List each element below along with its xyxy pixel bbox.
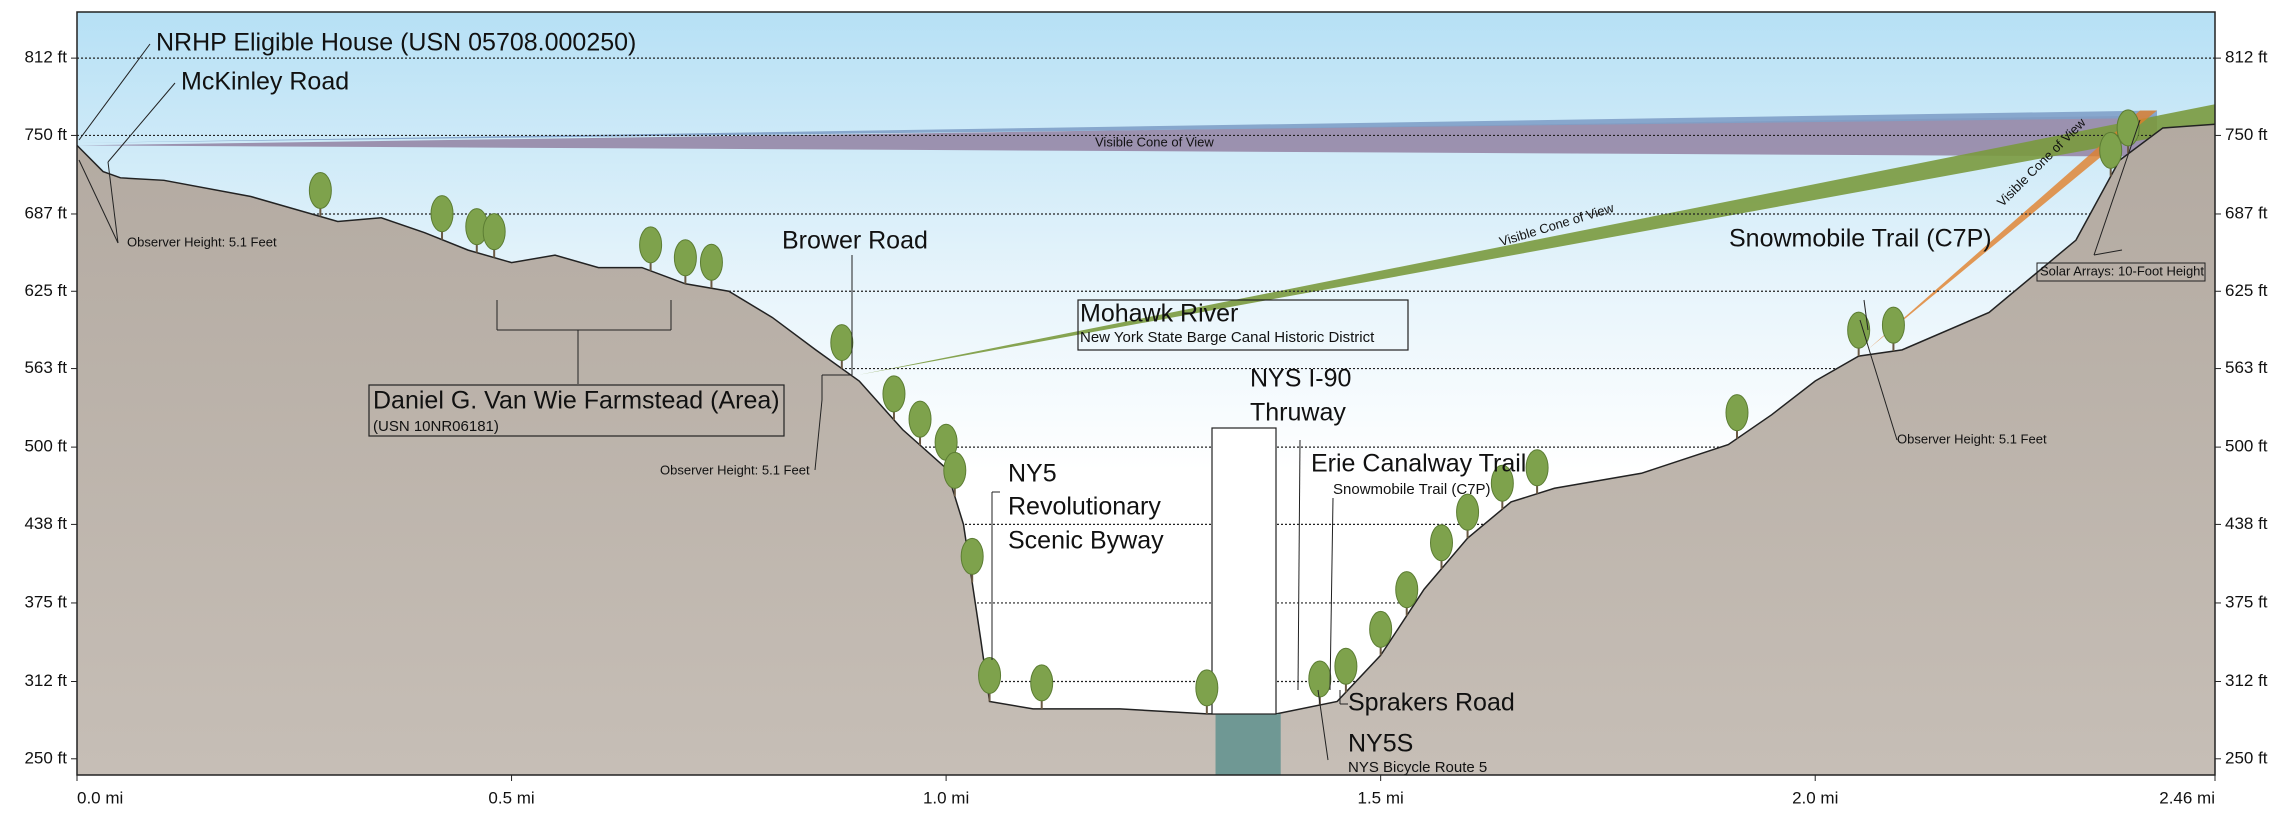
tree-crown (909, 401, 931, 437)
chart: NRHP Eligible House (USN 05708.000250) Mc… (0, 0, 2285, 814)
thruway-box (1212, 428, 1276, 714)
tree-crown (831, 325, 853, 361)
annotation: Observer Height: 5.1 Feet (127, 234, 277, 249)
y-tick-label: 312 ft (24, 671, 67, 690)
y-tick-label: 250 ft (24, 748, 67, 767)
annotation: Sprakers Road (1348, 689, 1515, 717)
y-tick-label: 687 ft (2225, 203, 2268, 222)
annotation: Revolutionary (1008, 493, 1161, 521)
tree-crown (944, 452, 966, 488)
annotation: McKinley Road (181, 68, 349, 96)
tree-crown (1882, 307, 1904, 343)
annotation: Observer Height: 5.1 Feet (1897, 431, 2047, 446)
tree-crown (431, 196, 453, 232)
annotation: Snowmobile Trail (C7P) (1333, 481, 1491, 498)
annotation: Scenic Byway (1008, 527, 1164, 555)
y-tick-label: 438 ft (24, 514, 67, 533)
x-tick-label: 0.5 mi (488, 788, 534, 807)
tree-crown (2117, 110, 2139, 146)
y-tick-label: 375 ft (24, 592, 67, 611)
y-tick-label: 812 ft (2225, 48, 2268, 67)
y-tick-label: 750 ft (24, 125, 67, 144)
annotation: New York State Barge Canal Historic Dist… (1080, 329, 1375, 346)
y-tick-label: 312 ft (2225, 671, 2268, 690)
annotation: NY5 (1008, 460, 1057, 488)
y-tick-label: 625 ft (2225, 281, 2268, 300)
tree-crown (1726, 395, 1748, 431)
tree-crown (1335, 648, 1357, 684)
x-tick-label: 1.5 mi (1358, 788, 1404, 807)
y-tick-label: 500 ft (24, 437, 67, 456)
river (1216, 714, 1281, 775)
annotation: NYS I-90 (1250, 365, 1351, 393)
y-tick-label: 812 ft (24, 48, 67, 67)
tree-crown (309, 172, 331, 208)
annotation: Thruway (1250, 399, 1346, 427)
tree-crown (1370, 611, 1392, 647)
tree-crown (1396, 572, 1418, 608)
y-tick-label: 625 ft (24, 281, 67, 300)
annotation: NYS Bicycle Route 5 (1348, 759, 1487, 776)
y-tick-label: 750 ft (2225, 125, 2268, 144)
annotation: NRHP Eligible House (USN 05708.000250) (156, 29, 636, 57)
y-tick-label: 687 ft (24, 203, 67, 222)
tree-crown (1309, 661, 1331, 697)
annotation: Brower Road (782, 227, 928, 255)
tree-crown (1196, 670, 1218, 706)
tree-crown (1430, 525, 1452, 561)
annotation: Visible Cone of View (1095, 134, 1214, 149)
annotation: Daniel G. Van Wie Farmstead (Area) (373, 387, 780, 415)
tree-crown (1457, 494, 1479, 530)
tree-crown (961, 538, 983, 574)
x-tick-label: 1.0 mi (923, 788, 969, 807)
y-tick-label: 563 ft (2225, 358, 2268, 377)
tree-crown (674, 240, 696, 276)
tree-crown (979, 657, 1001, 693)
tree-crown (1031, 665, 1053, 701)
y-tick-label: 375 ft (2225, 592, 2268, 611)
tree-crown (640, 227, 662, 263)
y-tick-label: 438 ft (2225, 514, 2268, 533)
annotation: Solar Arrays: 10-Foot Height (2040, 263, 2204, 278)
annotation: Snowmobile Trail (C7P) (1729, 225, 1992, 253)
tree-crown (1526, 450, 1548, 486)
tree-crown (700, 244, 722, 280)
x-tick-label: 2.46 mi (2159, 788, 2215, 807)
annotation: Mohawk River (1080, 300, 1238, 328)
y-tick-label: 250 ft (2225, 748, 2268, 767)
tree-crown (883, 376, 905, 412)
annotation: Erie Canalway Trail (1311, 450, 1526, 478)
y-tick-label: 500 ft (2225, 437, 2268, 456)
x-tick-label: 2.0 mi (1792, 788, 1838, 807)
tree-crown (483, 214, 505, 250)
y-tick-label: 563 ft (24, 358, 67, 377)
annotation: Observer Height: 5.1 Feet (660, 462, 810, 477)
x-tick-label: 0.0 mi (77, 788, 123, 807)
annotation: (USN 10NR06181) (373, 418, 499, 435)
annotation: NY5S (1348, 730, 1413, 758)
